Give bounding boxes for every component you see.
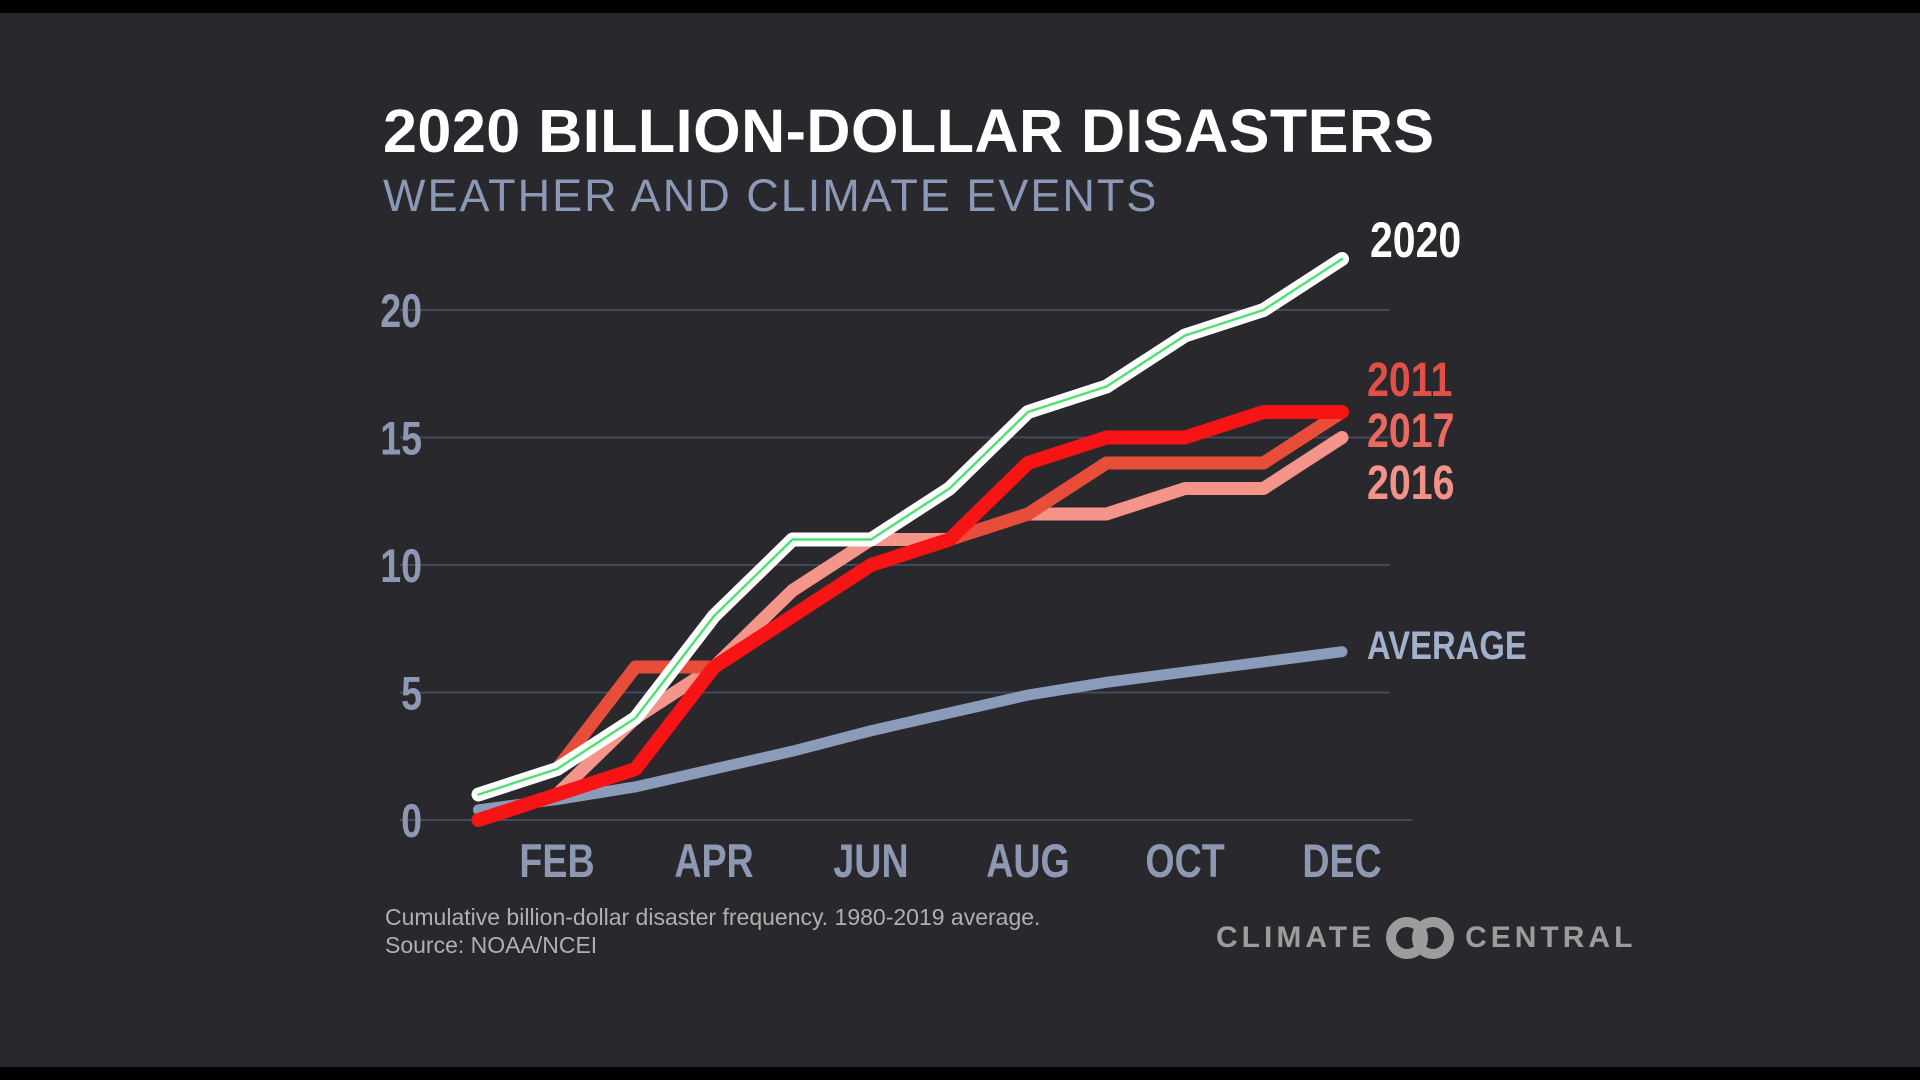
y-axis-tick-label-5: 5	[401, 668, 422, 721]
series-label-2011: 2011	[1367, 353, 1452, 407]
logo-word-climate: CLIMATE	[1216, 921, 1376, 954]
series-label-2017: 2017	[1367, 404, 1455, 458]
series-label-2020: 2020	[1370, 212, 1461, 268]
y-axis-tick-label-0: 0	[401, 795, 422, 848]
page-subtitle: WEATHER AND CLIMATE EVENTS	[383, 170, 1159, 221]
series-line-2020	[471, 252, 1349, 802]
series-label-average: AVERAGE	[1367, 623, 1527, 668]
logo-word-central: CENTRAL	[1465, 921, 1637, 954]
series-label-2016: 2016	[1367, 456, 1455, 510]
top-black-bar	[0, 0, 1920, 13]
y-axis-tick-label-20: 20	[380, 285, 422, 338]
x-axis-tick-label-aug: AUG	[986, 835, 1070, 888]
climate-central-logo: CLIMATE CENTRAL	[1216, 915, 1636, 961]
footnote-line-1: Cumulative billion-dollar disaster frequ…	[385, 904, 1041, 930]
bottom-black-bar	[0, 1067, 1920, 1080]
series-line-core-2020	[477, 257, 1344, 796]
x-axis-tick-label-apr: APR	[674, 835, 753, 888]
page-title: 2020 BILLION-DOLLAR DISASTERS	[383, 97, 1435, 165]
x-axis-tick-label-jun: JUN	[833, 835, 908, 888]
y-axis-tick-label-10: 10	[380, 540, 422, 593]
two-interlocked-rings-icon	[1386, 917, 1455, 959]
series-line-2016	[472, 431, 1349, 827]
series-line-2011	[471, 405, 1349, 827]
chart-footnote: Cumulative billion-dollar disaster frequ…	[385, 903, 1040, 959]
footnote-line-2: Source: NOAA/NCEI	[385, 932, 598, 958]
x-axis-tick-label-feb: FEB	[519, 835, 594, 888]
series-line-average	[473, 646, 1348, 816]
x-axis-tick-label-dec: DEC	[1302, 835, 1381, 888]
y-axis-tick-label-15: 15	[380, 413, 422, 466]
x-axis-tick-label-oct: OCT	[1145, 835, 1224, 888]
